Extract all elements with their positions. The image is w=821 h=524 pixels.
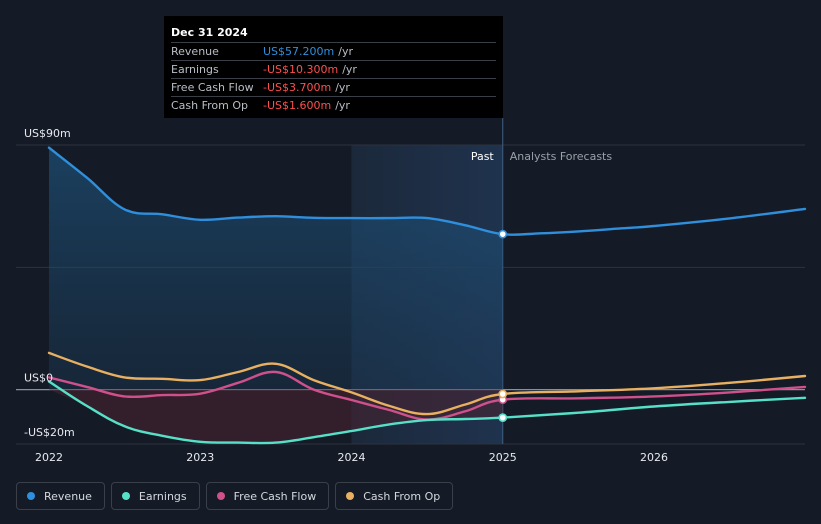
y-tick-label: -US$20m xyxy=(24,426,75,439)
revenue-dot-icon xyxy=(27,492,35,500)
tooltip-value: -US$1.600m xyxy=(263,97,331,114)
x-tick-label: 2024 xyxy=(338,451,366,464)
tooltip-date: Dec 31 2024 xyxy=(171,24,496,41)
tooltip-unit: /yr xyxy=(338,43,353,60)
tooltip-value: US$57.200m xyxy=(263,43,334,60)
tooltip: Dec 31 2024 Revenue US$57.200m /yr Earni… xyxy=(164,16,503,118)
tooltip-row-earnings: Earnings -US$10.300m /yr xyxy=(171,60,496,78)
cash-from-op-dot-icon xyxy=(346,492,354,500)
tooltip-unit: /yr xyxy=(335,79,350,96)
legend-item-cash-from-op[interactable]: Cash From Op xyxy=(335,482,453,510)
free-cash-flow-dot-icon xyxy=(217,492,225,500)
legend-item-earnings[interactable]: Earnings xyxy=(111,482,200,510)
earnings-marker xyxy=(499,414,506,421)
y-tick-label: US$0 xyxy=(24,372,53,385)
tooltip-label: Earnings xyxy=(171,61,263,78)
tooltip-row-revenue: Revenue US$57.200m /yr xyxy=(171,42,496,60)
tooltip-value: -US$3.700m xyxy=(263,79,331,96)
x-tick-label: 2025 xyxy=(489,451,517,464)
tooltip-row-cash-from-op: Cash From Op -US$1.600m /yr xyxy=(171,96,496,114)
y-tick-label: US$90m xyxy=(24,127,71,140)
legend-label: Cash From Op xyxy=(363,490,440,503)
legend: Revenue Earnings Free Cash Flow Cash Fro… xyxy=(16,482,453,510)
tooltip-unit: /yr xyxy=(335,97,350,114)
legend-item-revenue[interactable]: Revenue xyxy=(16,482,105,510)
x-tick-label: 2022 xyxy=(35,451,63,464)
past-label: Past xyxy=(471,150,495,163)
tooltip-label: Free Cash Flow xyxy=(171,79,263,96)
cash-from-op-marker xyxy=(499,390,506,397)
legend-item-free-cash-flow[interactable]: Free Cash Flow xyxy=(206,482,330,510)
earnings-dot-icon xyxy=(122,492,130,500)
forecast-label: Analysts Forecasts xyxy=(510,150,613,163)
legend-label: Free Cash Flow xyxy=(234,490,317,503)
x-tick-label: 2023 xyxy=(186,451,214,464)
legend-label: Earnings xyxy=(139,490,187,503)
tooltip-label: Cash From Op xyxy=(171,97,263,114)
tooltip-value: -US$10.300m xyxy=(263,61,338,78)
tooltip-unit: /yr xyxy=(342,61,357,78)
legend-label: Revenue xyxy=(44,490,92,503)
revenue-marker xyxy=(499,231,506,238)
tooltip-row-free-cash-flow: Free Cash Flow -US$3.700m /yr xyxy=(171,78,496,96)
x-tick-label: 2026 xyxy=(640,451,668,464)
tooltip-label: Revenue xyxy=(171,43,263,60)
